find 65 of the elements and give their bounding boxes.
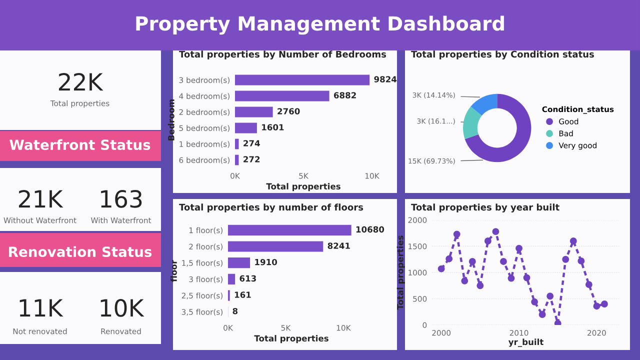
bar	[235, 154, 239, 166]
text: Property Management Dashboard	[136, 16, 504, 35]
chart-title: Total properties by Number of Bedrooms	[179, 50, 386, 60]
donut-slice	[464, 94, 532, 162]
text: Renovation Status	[9, 246, 152, 258]
chart-title: Total properties by number of floors	[179, 204, 364, 212]
x-axis-title: yr_built	[508, 338, 544, 347]
point	[578, 257, 585, 264]
text: Waterfront Status	[10, 139, 150, 150]
bar	[235, 106, 273, 118]
point	[476, 282, 484, 290]
data-label: 9824	[374, 76, 397, 82]
point	[484, 238, 492, 244]
point	[508, 274, 515, 282]
bar	[235, 90, 330, 102]
x-axis-title: Total properties	[254, 335, 328, 344]
data-label: 10680	[356, 226, 384, 233]
text: 163	[101, 190, 142, 208]
point	[585, 281, 592, 288]
text: 10K	[100, 298, 144, 317]
bar	[228, 241, 324, 252]
point	[492, 228, 500, 236]
y-axis-title: floor	[170, 260, 177, 282]
point	[453, 230, 460, 238]
point	[500, 258, 507, 265]
text: 11K	[20, 299, 64, 317]
point	[570, 238, 577, 244]
point	[468, 258, 476, 265]
y-axis-title: Total properties	[396, 236, 405, 310]
point	[438, 265, 445, 272]
data-label: 1601	[262, 124, 284, 130]
donut-slice	[470, 94, 498, 116]
point	[562, 256, 570, 263]
donut-slice	[463, 106, 482, 140]
point	[593, 302, 600, 310]
data-label: 1910	[255, 258, 278, 266]
data-label: 161	[234, 292, 251, 298]
data-label: 613	[240, 275, 256, 282]
point	[446, 255, 453, 262]
data-label: 8	[232, 308, 238, 314]
chart-title: Total properties by Condition status	[411, 50, 594, 60]
data-label: 8241	[328, 242, 350, 249]
data-label: 272	[244, 156, 260, 162]
point	[516, 244, 522, 252]
point	[554, 320, 562, 325]
data-label: 6882	[334, 92, 356, 98]
bar	[228, 258, 250, 268]
data-label: 274	[244, 140, 260, 146]
point	[461, 277, 468, 284]
point	[531, 298, 538, 306]
point	[600, 300, 608, 308]
x-axis-title: Total properties	[266, 183, 340, 192]
data-label: 2760	[278, 108, 300, 114]
bar	[235, 138, 239, 150]
chart-title: Total properties by year built	[411, 204, 560, 212]
bar	[235, 74, 370, 86]
bar	[235, 122, 257, 134]
point	[523, 274, 530, 282]
y-axis-title: Bedroom	[168, 100, 174, 140]
text: 21K	[18, 190, 64, 208]
bar	[228, 224, 352, 236]
bar	[228, 274, 236, 284]
point	[538, 311, 546, 318]
text: 22K	[58, 72, 104, 91]
point	[546, 292, 554, 300]
